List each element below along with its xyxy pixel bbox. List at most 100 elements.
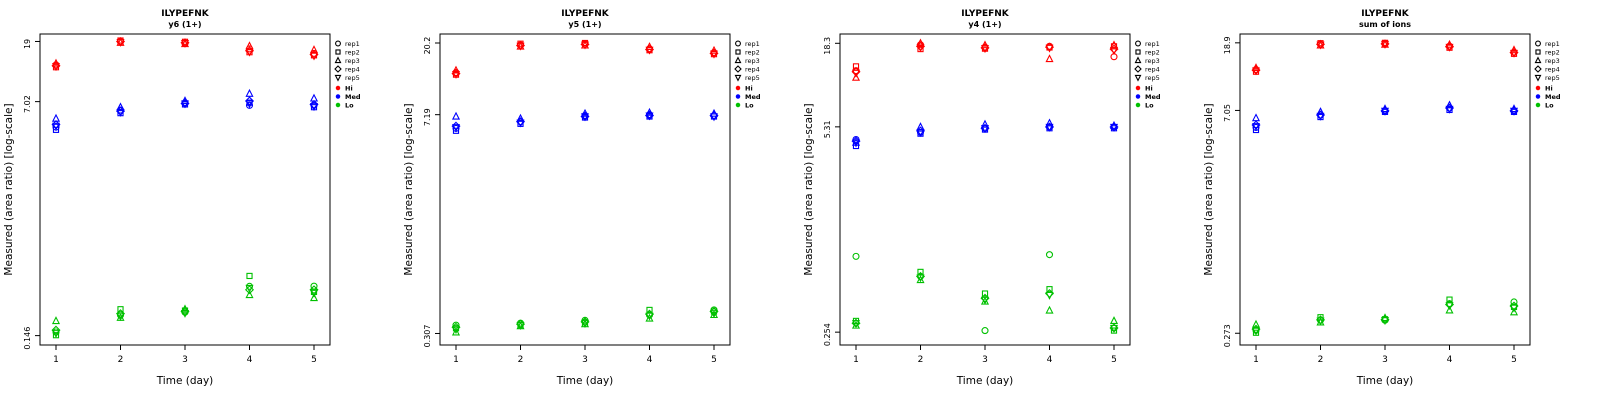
chart-title: ILYPEFNK <box>961 9 1010 19</box>
data-point-Med-day4-rep3 <box>645 107 654 116</box>
data-point-Lo-day4-rep5 <box>245 284 254 293</box>
data-point-Med-day2-rep3 <box>516 113 525 122</box>
legend-rep1-icon <box>335 40 341 47</box>
data-point-Hi-day1-rep5 <box>851 69 861 78</box>
legend-Med-dot-icon <box>1535 94 1541 99</box>
data-point-Lo-day2-rep2 <box>117 306 124 313</box>
y-tick-label: 0.146 <box>23 327 32 350</box>
y-tick-label: 7.05 <box>1223 104 1232 122</box>
data-point-Hi-day2-rep5 <box>1316 41 1325 50</box>
data-point-Med-day2-rep3 <box>1316 107 1325 115</box>
x-tick-label: 3 <box>582 355 588 365</box>
y-tick-label: 5.31 <box>823 120 832 138</box>
legend-Hi-dot-icon <box>1535 85 1541 91</box>
data-point-Hi-day3-rep3 <box>980 40 990 49</box>
legend-rep3-icon <box>1534 56 1542 64</box>
legend-rep1-icon <box>1535 40 1541 47</box>
data-point-Lo-day1-rep3 <box>451 327 461 336</box>
legend-rep-label: rep2 <box>345 49 360 57</box>
chart-panel-sum: ILYPEFNK sum of ions 1 2 3 4 5 18.9 7.05 0.273 Mea… <box>1200 0 1600 400</box>
legend-rep-label: rep2 <box>1145 49 1160 57</box>
data-point-Lo-day5-rep5 <box>1509 304 1519 313</box>
data-point-Lo-day5-rep5 <box>1109 324 1119 333</box>
data-point-Lo-day3-rep2 <box>981 290 989 297</box>
data-point-Med-day4-rep3 <box>245 88 254 97</box>
data-point-Lo-day3-rep1 <box>981 327 989 335</box>
data-point-Med-day1-rep2 <box>1252 126 1260 134</box>
data-point-Lo-day1-rep4 <box>451 322 461 332</box>
data-point-Med-day3-rep5 <box>580 113 590 122</box>
plot-box <box>1239 33 1531 346</box>
legend-Med-dot-icon <box>735 94 741 99</box>
x-tick-label: 5 <box>1111 355 1117 365</box>
legend-rep-label: rep4 <box>1145 66 1160 74</box>
legend-rep3-icon <box>734 56 742 64</box>
data-point-Med-day3-rep3 <box>580 108 590 117</box>
legend-rep5-icon <box>334 74 342 82</box>
legend-rep1-icon <box>1135 40 1141 47</box>
x-tick-label: 2 <box>918 355 924 365</box>
data-point-Med-day3-rep3 <box>980 119 990 128</box>
legend-level-label: Lo <box>745 102 754 110</box>
data-point-Lo-day5-rep3 <box>1109 316 1119 325</box>
data-point-Lo-day4-rep3 <box>245 290 254 299</box>
data-point-Hi-day1-rep5 <box>451 71 461 79</box>
legend-rep-label: rep3 <box>745 57 760 65</box>
x-axis-label: Time (day) <box>956 375 1014 387</box>
data-point-Hi-day5-rep5 <box>709 50 719 59</box>
x-tick-label: 4 <box>1047 355 1053 365</box>
data-point-Lo-day5-rep2 <box>1110 327 1118 334</box>
plot-box <box>439 33 731 346</box>
x-axis-label: Time (day) <box>556 375 614 387</box>
data-point-Med-day5-rep5 <box>709 113 719 122</box>
data-point-Med-day1-rep2 <box>52 126 60 133</box>
data-point-Med-day5-rep5 <box>309 103 319 112</box>
data-point-Hi-day4-rep5 <box>1445 43 1454 52</box>
data-point-Hi-day4-rep5 <box>1045 44 1054 53</box>
legend-rep4-icon <box>1534 65 1542 73</box>
legend-rep5-icon <box>734 74 742 82</box>
data-point-Med-day1-rep5 <box>851 139 861 148</box>
data-point-Lo-day2-rep5 <box>1316 317 1325 326</box>
legend-rep-label: rep5 <box>345 74 360 82</box>
data-point-Med-day1-rep2 <box>452 127 460 134</box>
legend-rep5-icon <box>1134 74 1142 82</box>
data-point-Hi-day5-rep3 <box>309 45 319 54</box>
legend-level-label: Hi <box>345 85 353 93</box>
y-tick-label: 18.3 <box>823 37 832 55</box>
legend-rep-label: rep5 <box>1145 74 1160 82</box>
legend-Lo-dot-icon <box>335 102 341 108</box>
data-point-Med-day4-rep5 <box>1045 123 1054 132</box>
y-tick-label: 7.19 <box>423 108 432 126</box>
data-point-Hi-day5-rep5 <box>309 52 319 61</box>
chart-title: ILYPEFNK <box>561 9 610 19</box>
y-tick-label: 20.2 <box>423 37 432 55</box>
data-point-Med-day1-rep3 <box>451 111 461 120</box>
data-point-Lo-day2-rep4 <box>115 309 126 319</box>
legend-rep2-icon <box>1135 49 1141 55</box>
data-point-Lo-day2-rep3 <box>916 275 925 284</box>
data-point-Hi-day2-rep5 <box>916 44 925 53</box>
data-point-Lo-day1-rep5 <box>851 320 861 329</box>
data-point-Med-day1-rep5 <box>1251 123 1261 132</box>
legend-level-label: Med <box>1545 93 1561 101</box>
data-point-Hi-day4-rep5 <box>645 46 654 55</box>
legend-rep-label: rep1 <box>745 40 760 48</box>
data-point-Lo-day5-rep5 <box>309 289 319 298</box>
legend-level-label: Med <box>1145 93 1161 101</box>
data-point-Hi-day5-rep3 <box>709 45 719 54</box>
data-point-Lo-day5-rep4 <box>309 285 319 295</box>
legend-rep-label: rep1 <box>1145 40 1160 48</box>
data-point-Med-day4-rep4 <box>244 96 255 106</box>
legend-level-label: Hi <box>1145 85 1153 93</box>
legend-Lo-dot-icon <box>735 102 741 108</box>
x-tick-label: 4 <box>1447 355 1453 365</box>
chart-panel-y5: ILYPEFNK y5 (1+) 1 2 3 4 5 20.2 7.19 0.307 Measure… <box>400 0 800 400</box>
data-point-Med-day1-rep3 <box>1251 113 1261 122</box>
y-axis-label: Measured (area ratio) [log-scale] <box>803 103 815 275</box>
data-point-Lo-day1-rep1 <box>852 252 860 260</box>
data-point-Lo-day2-rep2 <box>917 268 924 275</box>
data-point-Med-day3-rep3 <box>180 96 190 105</box>
data-point-Hi-day5-rep5 <box>1109 47 1119 56</box>
